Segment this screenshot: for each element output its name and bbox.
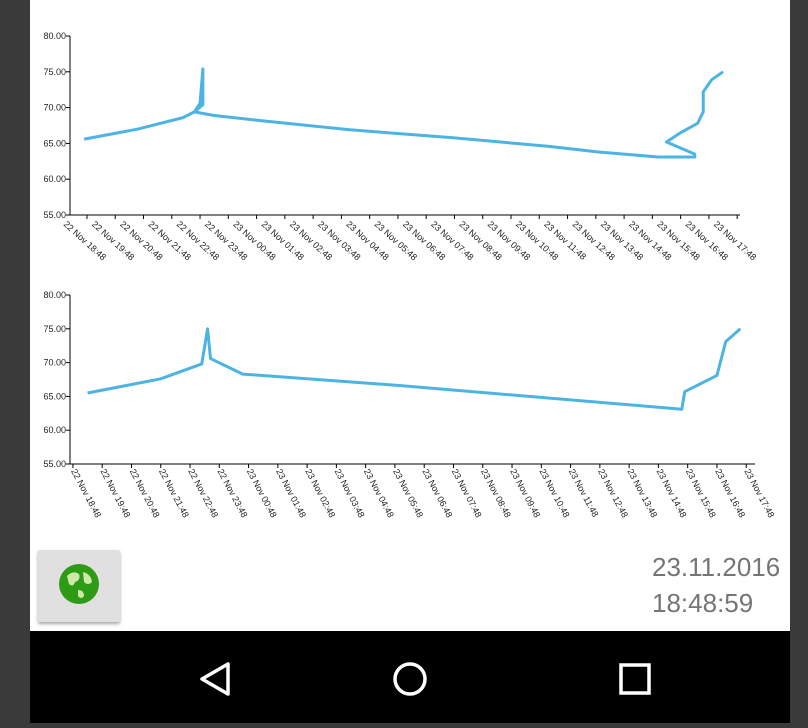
x-tick-label: 23 Nov 14:48 [655, 467, 689, 519]
recents-button[interactable] [619, 663, 651, 695]
y-tick-label: 65.00 [43, 138, 66, 148]
x-tick-label: 22 Nov 20:48 [128, 467, 162, 519]
x-tick-label: 23 Nov 04:48 [362, 467, 396, 519]
x-tick-label: 23 Nov 05:48 [391, 467, 425, 519]
x-tick-label: 23 Nov 01:48 [274, 467, 308, 519]
x-tick-label: 23 Nov 10:48 [538, 467, 572, 519]
navigation-bar [30, 631, 790, 723]
x-tick-label: 23 Nov 02:48 [303, 467, 337, 519]
x-tick-label: 23 Nov 17:48 [742, 467, 776, 519]
date-text: 23.11.2016 [652, 552, 781, 582]
data-line [87, 327, 742, 411]
nav-icons [200, 662, 651, 696]
app-content [30, 0, 790, 631]
y-tick-label: 55.00 [43, 459, 66, 469]
x-tick-label: 23 Nov 08:48 [479, 467, 513, 519]
y-tick-label: 70.00 [43, 358, 66, 368]
y-tick-label: 80.00 [43, 290, 66, 300]
x-tick-label: 23 Nov 07:48 [450, 467, 484, 519]
x-tick-label: 22 Nov 18:48 [69, 467, 103, 519]
x-tick-label: 23 Nov 15:48 [684, 467, 718, 519]
y-tick-label: 80.00 [43, 31, 66, 41]
time-text: 18:48:59 [652, 588, 754, 618]
x-tick-label: 22 Nov 22:48 [186, 467, 220, 519]
globe-icon [59, 564, 99, 604]
x-tick-label: 23 Nov 16:48 [713, 467, 747, 519]
globe-button[interactable] [38, 550, 120, 622]
x-tick-label: 22 Nov 23:48 [216, 467, 250, 519]
y-tick-label: 75.00 [43, 324, 66, 334]
y-tick-label: 75.00 [43, 67, 66, 77]
x-tick-label: 23 Nov 00:48 [245, 467, 279, 519]
y-tick-label: 70.00 [43, 103, 66, 113]
y-tick-label: 60.00 [43, 174, 66, 184]
y-tick-label: 55.00 [43, 210, 66, 220]
x-tick-label: 22 Nov 19:48 [98, 467, 132, 519]
x-tick-label: 23 Nov 03:48 [333, 467, 367, 519]
x-tick-label: 22 Nov 21:48 [157, 467, 191, 519]
x-tick-label: 23 Nov 06:48 [420, 467, 454, 519]
data-line [83, 67, 724, 159]
home-button[interactable] [393, 662, 427, 696]
x-tick-label: 23 Nov 12:48 [596, 467, 630, 519]
x-tick-label: 23 Nov 11:48 [567, 467, 601, 518]
x-tick-label: 23 Nov 13:48 [625, 467, 659, 519]
back-button[interactable] [200, 662, 230, 696]
x-tick-label: 23 Nov 09:48 [508, 467, 542, 519]
y-tick-label: 65.00 [43, 391, 66, 401]
charts: 55.00 60.00 65.00 70.00 75.00 80.00 22 Nov 18:… [43, 31, 776, 519]
y-tick-label: 60.00 [43, 425, 66, 435]
